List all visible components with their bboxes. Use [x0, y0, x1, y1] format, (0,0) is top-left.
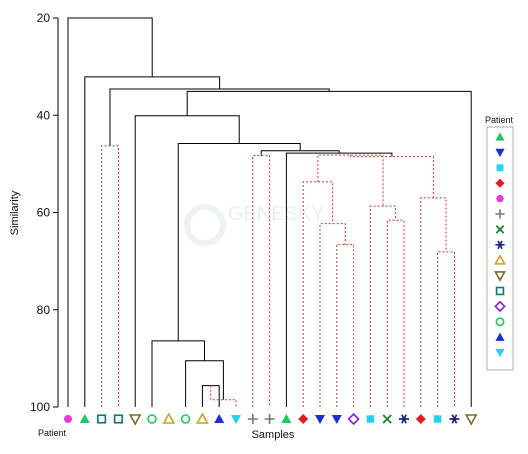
legend-marker-triangle-down-icon	[495, 148, 505, 157]
dendrogram-merge	[336, 244, 355, 407]
legend: Patient	[485, 115, 514, 371]
sample-marker-diamond-icon	[415, 414, 426, 424]
legend-marker-plus-icon	[495, 209, 505, 219]
sample-marker-diamond-icon	[298, 414, 309, 424]
legend-marker-asterisk-icon	[495, 240, 505, 250]
legend-marker-x-icon	[495, 225, 505, 234]
x-axis-title: Samples	[252, 429, 295, 441]
dendrogram-merge	[319, 223, 346, 407]
legend-marker-square-icon	[496, 164, 504, 172]
legend-marker-triangle-up-icon	[495, 132, 505, 141]
sample-marker-circle-open-icon	[147, 414, 157, 424]
watermark: GENESKY	[184, 203, 325, 246]
watermark-brand: GENESKY	[228, 203, 325, 225]
dendrogram-merge	[369, 205, 397, 407]
legend-marker-diamond-open-icon	[494, 300, 506, 313]
legend-marker-diamond-icon	[495, 178, 505, 188]
dendrogram-merge	[201, 385, 220, 407]
dendrogram-tree	[67, 17, 472, 407]
y-tick-label: 20	[37, 11, 51, 25]
y-tick-label: 100	[30, 400, 50, 414]
dendrogram-merge	[437, 251, 455, 407]
x-axis-start-label: Patient	[38, 428, 67, 438]
sample-marker-square-open-icon	[113, 414, 123, 424]
legend-marker-square-open-icon	[495, 286, 505, 296]
sample-marker-asterisk-icon	[399, 414, 409, 424]
dendrogram-merge	[84, 76, 221, 407]
sample-marker-triangle-down-icon	[231, 415, 241, 424]
y-axis: 20 40 60 80 100 Similarity	[9, 11, 59, 414]
dendrogram-merge	[420, 197, 447, 407]
sample-marker-triangle-up-open-icon	[196, 412, 209, 424]
dendrogram-merge	[101, 145, 119, 407]
legend-items	[494, 132, 506, 358]
y-tick-label: 40	[37, 108, 51, 122]
dendrogram-merge	[302, 181, 334, 407]
y-axis-title: Similarity	[9, 190, 21, 235]
sample-marker-plus-icon	[247, 414, 258, 424]
dendrogram-merge	[109, 88, 330, 146]
legend-title: Patient	[485, 115, 514, 125]
sample-marker-triangle-down-icon	[331, 415, 342, 424]
sample-marker-square-icon	[366, 415, 375, 423]
dendrogram-merge	[186, 90, 472, 407]
dendrogram-merge	[349, 155, 434, 198]
sample-marker-triangle-up-icon	[214, 414, 225, 423]
y-ticks: 20 40 60 80 100	[30, 11, 58, 414]
x-axis: Samples Patient	[38, 428, 295, 441]
dendrogram-merge	[317, 154, 384, 207]
legend-marker-circle-open-icon	[495, 317, 505, 327]
dendrogram-merge	[252, 155, 271, 407]
dendrogram-merge	[386, 219, 405, 407]
sample-marker-triangle-up-open-icon	[162, 412, 176, 424]
sample-marker-triangle-down-icon	[315, 415, 325, 424]
sample-marker-diamond-open-icon	[347, 412, 360, 426]
sample-marker-triangle-down-open-icon	[464, 414, 478, 426]
sample-marker-square-icon	[433, 415, 442, 423]
legend-marker-triangle-up-open-icon	[494, 253, 506, 265]
legend-marker-triangle-up-icon	[495, 332, 505, 341]
legend-marker-circle-icon	[496, 194, 504, 203]
sample-marker-x-icon	[382, 414, 392, 424]
watermark-logo-icon	[184, 204, 226, 246]
sample-marker-plus-icon	[264, 414, 275, 424]
sample-marker-circle-open-icon	[180, 414, 191, 424]
sample-marker-triangle-down-open-icon	[128, 414, 142, 426]
y-tick-label: 60	[37, 206, 51, 220]
sample-marker-triangle-up-icon	[79, 414, 90, 423]
sample-marker-square-open-icon	[97, 414, 107, 424]
sample-marker-asterisk-icon	[449, 414, 460, 424]
legend-marker-triangle-down-icon	[495, 348, 505, 358]
y-tick-label: 80	[37, 303, 51, 317]
dendrogram-merge	[285, 152, 393, 407]
dendrogram-merge	[67, 17, 153, 407]
sample-markers	[64, 412, 478, 426]
sample-marker-triangle-up-icon	[281, 414, 292, 423]
dendrogram-merge	[151, 340, 205, 407]
legend-marker-triangle-down-open-icon	[494, 271, 506, 282]
sample-marker-circle-icon	[64, 415, 72, 423]
